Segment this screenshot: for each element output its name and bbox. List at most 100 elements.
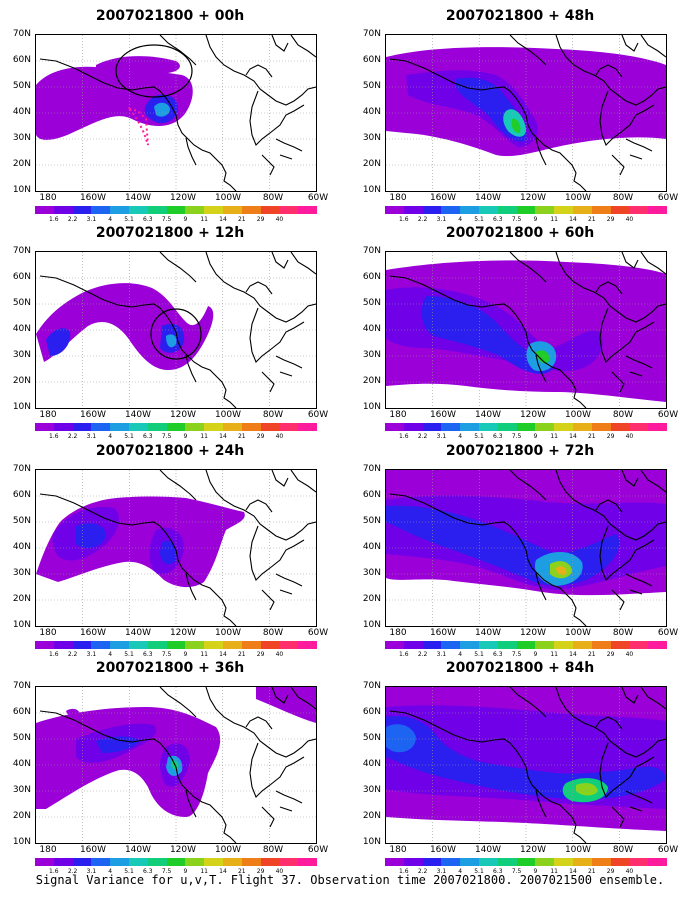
colorbar-swatch xyxy=(260,858,280,866)
flight-track xyxy=(127,107,149,146)
lat-tick-label: 30N xyxy=(12,350,31,360)
map-plot xyxy=(35,34,317,192)
colorbar-label: 3.1 xyxy=(86,433,97,440)
lat-tick-label: 10N xyxy=(12,837,31,847)
colorbar-label: 29 xyxy=(256,216,265,223)
colorbar-swatch xyxy=(460,423,479,431)
colorbar xyxy=(385,858,667,866)
coastline xyxy=(249,525,305,581)
colorbar-swatch xyxy=(629,206,649,214)
colorbar-label: 11 xyxy=(200,651,209,658)
lon-tick-label: 180 xyxy=(389,628,407,638)
colorbar-swatch xyxy=(629,423,649,431)
colorbar-label: 14 xyxy=(219,216,227,223)
lon-tick-label: 140W xyxy=(474,193,502,203)
lon-tick-label: 100W xyxy=(214,845,242,855)
variance-contour xyxy=(576,783,598,796)
lat-tick-label: 70N xyxy=(362,246,381,256)
panel-title: 2007021800 + 84h xyxy=(445,660,595,676)
coastline xyxy=(290,35,316,58)
colorbar-swatch xyxy=(147,423,167,431)
colorbar-swatch xyxy=(629,858,649,866)
colorbar-swatch xyxy=(279,858,299,866)
colorbar-swatch xyxy=(497,641,517,649)
map-plot xyxy=(385,34,667,192)
colorbar-label: 29 xyxy=(606,433,615,440)
colorbar-swatch xyxy=(610,641,630,649)
lat-tick-label: 30N xyxy=(362,568,381,578)
lat-tick-label: 20N xyxy=(362,811,381,821)
colorbar xyxy=(35,423,317,431)
colorbar-label: 6.3 xyxy=(493,651,503,658)
coastline xyxy=(555,687,666,758)
lon-tick-label: 180 xyxy=(389,845,407,855)
lon-tick-label: 140W xyxy=(124,628,152,638)
lat-tick-label: 30N xyxy=(12,568,31,578)
colorbar-swatch xyxy=(279,423,299,431)
colorbar-label: 6.3 xyxy=(143,216,153,223)
colorbar-swatch xyxy=(403,641,423,649)
coastline xyxy=(290,687,316,710)
lon-tick-label: 80W xyxy=(612,410,634,420)
colorbar-swatch xyxy=(629,641,649,649)
coastline xyxy=(389,710,587,843)
lat-tick-label: 60N xyxy=(12,55,31,65)
variance-contour-map xyxy=(386,687,666,843)
colorbar-label: 29 xyxy=(606,651,615,658)
lon-tick-label: 80W xyxy=(262,410,284,420)
colorbar-swatch xyxy=(128,206,148,214)
colorbar-label: 7.5 xyxy=(161,216,172,223)
colorbar-swatch xyxy=(72,206,92,214)
colorbar-swatch xyxy=(35,206,54,214)
colorbar-label: 4 xyxy=(108,433,113,440)
colorbar-label: 14 xyxy=(219,868,227,875)
coastline xyxy=(185,354,197,383)
coastline xyxy=(271,252,289,269)
coastline xyxy=(249,742,305,798)
colorbar-label: 4 xyxy=(458,216,463,223)
colorbar-swatch xyxy=(35,858,54,866)
colorbar-label: 6.3 xyxy=(493,433,503,440)
coastline xyxy=(279,371,293,377)
lat-tick-label: 40N xyxy=(362,542,381,552)
colorbar-swatch xyxy=(591,206,611,214)
variance-contour xyxy=(511,118,521,133)
colorbar-label: 5.1 xyxy=(474,651,484,658)
colorbar-label: 3.1 xyxy=(436,216,447,223)
lon-tick-label: 180 xyxy=(39,628,57,638)
lat-tick-label: 30N xyxy=(12,785,31,795)
colorbar xyxy=(385,423,667,431)
coastline xyxy=(275,355,303,369)
colorbar-label: 1.6 xyxy=(49,868,59,875)
colorbar-swatch xyxy=(110,858,129,866)
coastline xyxy=(271,35,289,52)
colorbar-label: 1.6 xyxy=(399,433,409,440)
coastline xyxy=(159,252,197,283)
coastline xyxy=(625,355,653,369)
colorbar-swatch xyxy=(554,206,573,214)
lon-tick-label: 180 xyxy=(39,410,57,420)
colorbar-label: 2.2 xyxy=(67,651,78,658)
colorbar-label: 11 xyxy=(200,216,209,223)
coastline xyxy=(599,742,655,798)
colorbar-label: 21 xyxy=(237,651,246,658)
coastline xyxy=(555,252,666,323)
coastline xyxy=(245,281,273,295)
lat-tick-label: 40N xyxy=(12,324,31,334)
colorbar-swatch xyxy=(535,206,555,214)
colorbar-swatch xyxy=(403,206,423,214)
colorbar-swatch xyxy=(91,206,111,214)
coastline xyxy=(205,252,316,323)
colorbar-swatch xyxy=(72,858,92,866)
colorbar-swatch xyxy=(535,423,555,431)
coastline xyxy=(509,35,547,66)
colorbar-swatch xyxy=(403,423,423,431)
lon-tick-label: 160W xyxy=(79,845,107,855)
lon-tick-label: 100W xyxy=(564,845,592,855)
lat-tick-label: 40N xyxy=(12,107,31,117)
lon-tick-label: 160W xyxy=(429,845,457,855)
lat-tick-label: 40N xyxy=(362,107,381,117)
coastline xyxy=(509,470,547,501)
variance-contour-map xyxy=(386,470,666,626)
colorbar-label: 7.5 xyxy=(161,868,172,875)
